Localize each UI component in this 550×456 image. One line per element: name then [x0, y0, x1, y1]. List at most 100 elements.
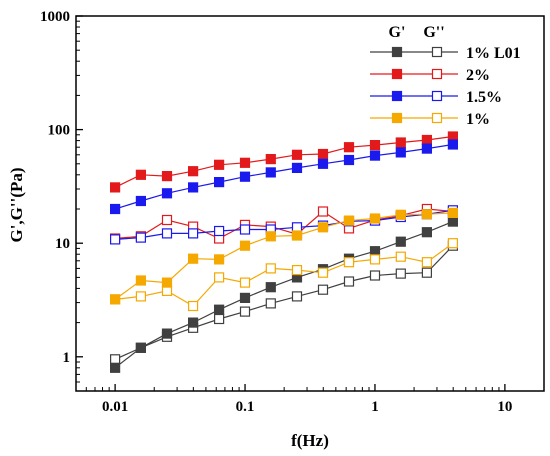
data-point [317, 148, 329, 160]
data-point [421, 257, 432, 268]
data-point [317, 206, 329, 217]
data-point [343, 215, 355, 226]
legend-marker-gprime [391, 46, 403, 58]
legend-header-gprime: G' [389, 24, 406, 41]
series-line [114, 245, 454, 360]
data-point [343, 154, 355, 166]
data-point [239, 277, 251, 288]
data-point [369, 150, 381, 161]
legend-marker-gdoubleprime [431, 46, 443, 58]
data-point [265, 231, 276, 242]
data-point [265, 298, 276, 309]
data-point [239, 240, 251, 251]
data-point [109, 354, 121, 365]
legend-marker-gprime [391, 90, 403, 102]
data-point [135, 342, 146, 353]
data-point [343, 257, 355, 268]
data-point [291, 162, 303, 173]
data-point [188, 182, 199, 193]
data-point [265, 167, 276, 178]
legend: G' G'' 1% L01 2% 1.5% 1% [370, 24, 521, 128]
data-point [317, 222, 329, 233]
data-point [421, 143, 432, 154]
data-point [317, 267, 329, 278]
data-point [291, 291, 303, 302]
data-point [135, 232, 146, 243]
data-point [317, 158, 329, 169]
data-point [135, 195, 146, 207]
data-point [343, 142, 355, 153]
data-point [447, 139, 458, 150]
data-point [395, 209, 406, 220]
x-tick-label: 10 [497, 399, 512, 415]
y-tick-label: 100 [48, 123, 71, 139]
data-point [214, 313, 225, 325]
legend-marker-gdoubleprime [431, 112, 443, 124]
data-point [291, 149, 303, 160]
y-tick-label: 1 [63, 350, 71, 366]
data-point [135, 275, 146, 286]
data-point [109, 234, 121, 245]
data-point [161, 328, 173, 339]
data-point [135, 291, 146, 302]
data-point [161, 188, 173, 199]
data-point [265, 154, 276, 165]
data-point [395, 147, 406, 158]
data-point [239, 224, 251, 235]
data-point [161, 285, 173, 296]
data-point [291, 265, 303, 276]
data-point [109, 362, 121, 373]
data-point [447, 238, 458, 249]
data-point [161, 171, 173, 182]
series-layer [109, 131, 458, 373]
data-point [188, 300, 199, 312]
legend-label: 1.5% [466, 89, 502, 106]
y-axis-title: G',G''(Pa) [7, 167, 26, 242]
data-point [395, 268, 406, 279]
data-point [188, 317, 199, 328]
legend-label: 2% [466, 67, 490, 84]
data-point [291, 230, 303, 241]
legend-marker-gprime [391, 68, 403, 80]
data-point [214, 254, 225, 265]
axis-ticks: 0.01 0.1 1 10 1 10 100 1000 [40, 9, 512, 415]
data-point [214, 304, 225, 315]
data-point [188, 228, 199, 239]
data-point [343, 276, 355, 287]
data-point [421, 209, 432, 220]
data-point [214, 225, 225, 237]
legend-label: 1% L01 [466, 45, 521, 62]
data-point [161, 214, 173, 226]
data-point [265, 263, 276, 274]
data-point [135, 169, 146, 180]
data-point [421, 227, 432, 238]
legend-marker-gprime [391, 112, 403, 124]
data-point [369, 254, 381, 265]
data-point [395, 236, 406, 247]
x-tick-label: 0.1 [236, 399, 255, 415]
legend-header-gdoubleprime: G'' [423, 24, 444, 41]
data-point [239, 292, 251, 303]
data-point [395, 251, 406, 262]
data-point [188, 253, 199, 264]
data-point [214, 159, 225, 170]
data-point [239, 157, 251, 168]
y-tick-label: 1000 [40, 9, 70, 25]
data-point [317, 284, 329, 295]
data-point [239, 306, 251, 317]
data-point [369, 213, 381, 224]
data-point [447, 216, 458, 227]
plot-frame [75, 15, 545, 392]
legend-label: 1% [466, 111, 490, 128]
data-point [265, 282, 276, 293]
x-tick-label: 0.01 [102, 399, 128, 415]
data-point [214, 177, 225, 188]
data-point [369, 140, 381, 151]
data-point [369, 270, 381, 281]
data-point [109, 182, 121, 193]
x-axis-title: f(Hz) [291, 431, 329, 450]
x-tick-label: 1 [371, 399, 379, 415]
data-point [161, 277, 173, 288]
data-point [447, 207, 458, 218]
data-point [421, 134, 432, 146]
